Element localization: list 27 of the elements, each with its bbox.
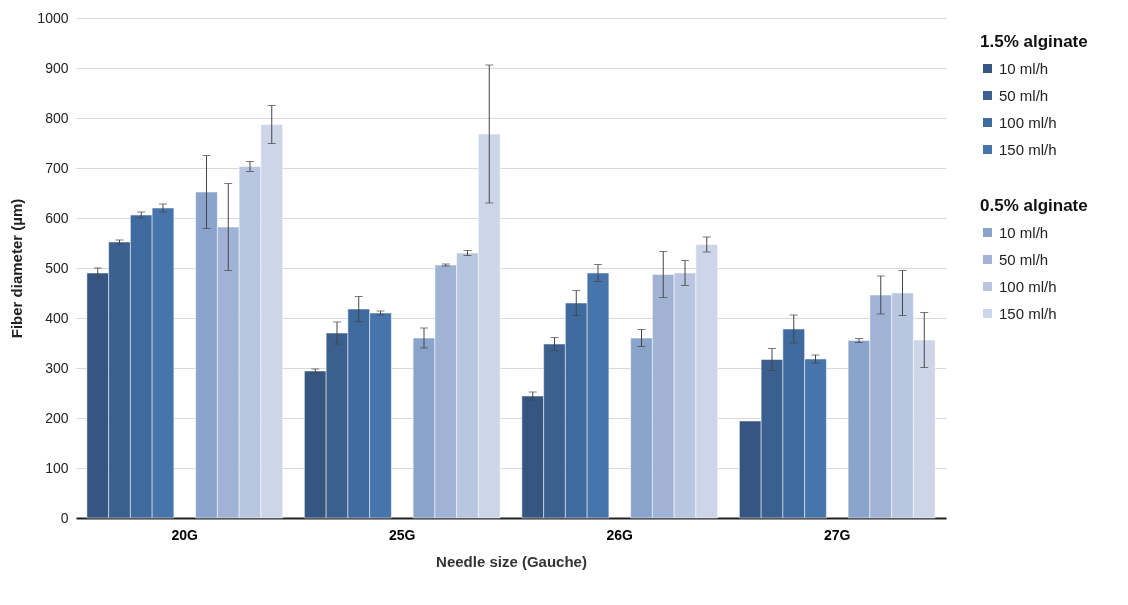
y-tick-label: 300 — [45, 359, 69, 376]
text: 0.5% alginate — [980, 196, 1088, 215]
x-tick-label: 25G — [389, 526, 416, 543]
y-tick-label: 1000 — [37, 9, 69, 26]
legend-label: 50 ml/h — [999, 250, 1049, 268]
legend-label: 10 ml/h — [999, 59, 1049, 77]
y-tick-label: 600 — [45, 209, 69, 226]
legend-label: 100 ml/h — [999, 113, 1057, 131]
legend-label: 150 ml/h — [999, 140, 1057, 158]
y-tick-label: 900 — [45, 59, 69, 76]
legend-label: 10 ml/h — [999, 223, 1049, 241]
y-axis-title: Fiber diameter (µm) — [8, 198, 26, 339]
x-tick-label: 27G — [824, 526, 851, 543]
text: 1.5% alginate — [980, 32, 1088, 51]
x-tick-label: 26G — [606, 526, 634, 543]
y-tick-label: 0 — [60, 509, 69, 526]
legend-label: 100 ml/h — [999, 277, 1057, 295]
y-tick-label: 700 — [45, 159, 69, 176]
x-tick-label: 20G — [171, 526, 199, 543]
legend-label: 50 ml/h — [999, 86, 1049, 104]
y-tick-label: 500 — [45, 259, 69, 276]
y-tick-label: 100 — [45, 459, 69, 476]
x-axis-title: Needle size (Gauche) — [436, 552, 587, 570]
y-tick-label: 800 — [45, 109, 69, 126]
legend-label: 150 ml/h — [999, 304, 1057, 322]
y-tick-label: 400 — [45, 309, 69, 326]
y-tick-label: 200 — [45, 409, 69, 426]
